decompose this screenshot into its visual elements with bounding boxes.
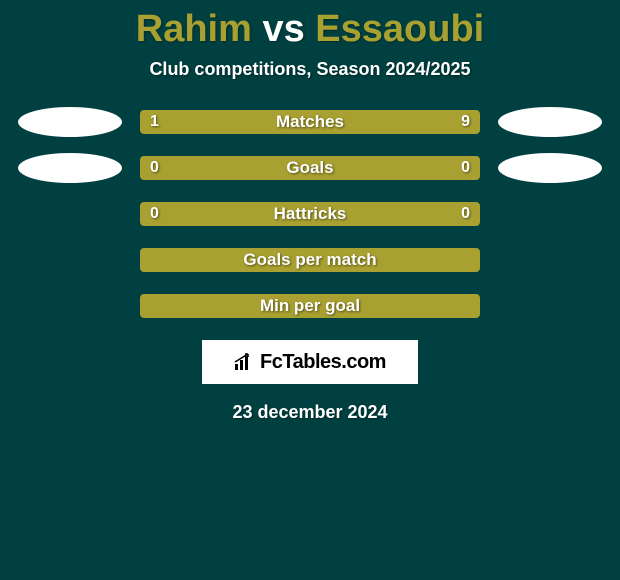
stat-right-value: 0 — [461, 202, 470, 226]
stat-right-value: 9 — [461, 110, 470, 134]
spacer — [498, 245, 602, 275]
spacer — [18, 199, 122, 229]
logo-box: FcTables.com — [202, 340, 418, 384]
stat-row: 0 Hattricks 0 — [0, 202, 620, 226]
date-text: 23 december 2024 — [0, 402, 620, 423]
stat-right-value: 0 — [461, 156, 470, 180]
player1-name: Rahim — [136, 8, 252, 50]
subtitle: Club competitions, Season 2024/2025 — [0, 59, 620, 80]
spacer — [498, 291, 602, 321]
stat-label: Matches — [140, 110, 480, 134]
spacer — [18, 245, 122, 275]
player2-badge-oval — [498, 107, 602, 137]
stat-bar-goals: 0 Goals 0 — [140, 156, 480, 180]
page-title: Rahim vs Essaoubi — [0, 0, 620, 51]
stat-row: Goals per match — [0, 248, 620, 272]
player1-badge-oval — [18, 107, 122, 137]
spacer — [498, 199, 602, 229]
stat-row: Min per goal — [0, 294, 620, 318]
vs-separator: vs — [252, 8, 315, 50]
spacer — [18, 291, 122, 321]
stat-rows: 1 Matches 9 0 Goals 0 — [0, 110, 620, 318]
comparison-card: Rahim vs Essaoubi Club competitions, Sea… — [0, 0, 620, 580]
player2-badge-oval — [498, 153, 602, 183]
stat-bar-hattricks: 0 Hattricks 0 — [140, 202, 480, 226]
logo-text: FcTables.com — [260, 351, 386, 374]
stat-row: 0 Goals 0 — [0, 156, 620, 180]
stat-label: Goals — [140, 156, 480, 180]
stat-row: 1 Matches 9 — [0, 110, 620, 134]
stat-label: Goals per match — [140, 248, 480, 272]
stat-bar-min-per-goal: Min per goal — [140, 294, 480, 318]
player2-name: Essaoubi — [315, 8, 484, 50]
stat-label: Hattricks — [140, 202, 480, 226]
stat-bar-matches: 1 Matches 9 — [140, 110, 480, 134]
stat-bar-goals-per-match: Goals per match — [140, 248, 480, 272]
stat-label: Min per goal — [140, 294, 480, 318]
bar-chart-icon — [234, 353, 256, 371]
player1-badge-oval — [18, 153, 122, 183]
